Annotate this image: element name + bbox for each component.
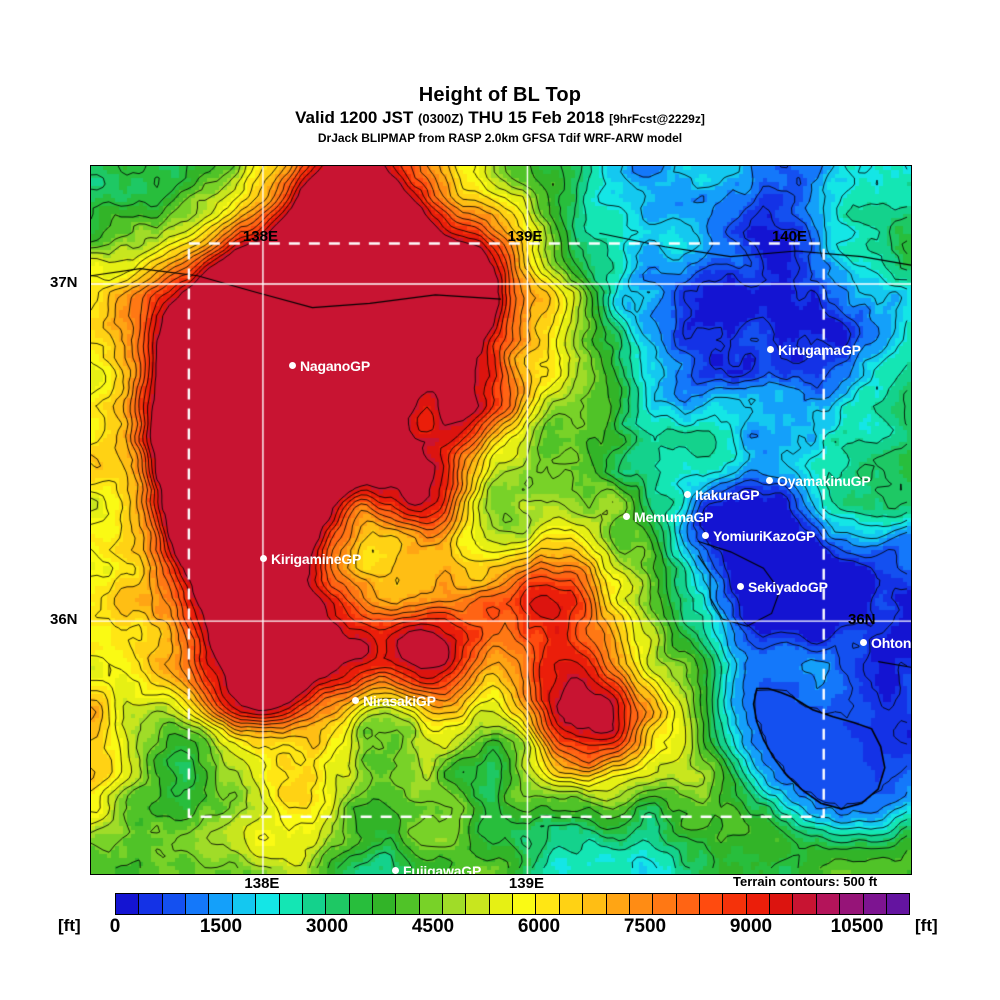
forecast-tag: [9hrFcst@2229z] [609,112,705,126]
colorbar-tick-label: 7500 [623,916,667,937]
model-line: DrJack BLIPMAP from RASP 2.0km GFSA Tdif… [317,131,683,145]
map-panel[interactable]: 138E 139E 140E NaganoGP KirugamaGP OyamakinuG… [90,165,912,875]
valid-date: THU 15 Feb 2018 [468,108,605,127]
colorbar-tick-label: 3000 [305,916,349,937]
colorbar-unit-left: [ft] [58,916,81,935]
colorbar-swatch [419,894,444,914]
colorbar-unit-right: [ft] [915,916,938,935]
colorbar-swatch [699,894,724,914]
colorbar-swatch [186,894,210,914]
colorbar-swatch [723,894,747,914]
colorbar-swatch [279,894,303,914]
colorbar-tick-label: 4500 [411,916,455,937]
title-block: Height of BL Top Valid 1200 JST (0300Z) … [0,84,1000,146]
colorbar-swatch [676,894,700,914]
colorbar-swatch [489,894,514,914]
colorbar-swatch [746,894,771,914]
colorbar-swatch [372,894,397,914]
colorbar-tick-label: 1500 [199,916,243,937]
colorbar-swatch [139,894,163,914]
lon-label-bottom: 138E [244,875,280,892]
colorbar-tick-label: 0 [109,916,121,937]
colorbar-swatch [863,894,887,914]
colorbar-tick-label: 9000 [729,916,773,937]
lon-label-top: 138E [242,227,278,245]
colorbar-swatch [396,894,420,914]
colorbar-tick-label: 10500 [830,916,884,937]
page-title: Height of BL Top [418,84,582,106]
lat-label-left: 36N [50,611,78,629]
lat-label-right: 36N [848,611,876,629]
colorbar-swatch [886,894,910,914]
colorbar-swatch [583,894,607,914]
valid-prefix: Valid 1200 JST [295,108,414,127]
colorbar-swatch [629,894,654,914]
colorbar-swatch [162,894,187,914]
lon-label-bottom: 139E [508,875,544,892]
colorbar-swatch [209,894,233,914]
colorbar-swatch [232,894,257,914]
terrain-contour-note: Terrain contours: 500 ft [733,874,878,889]
colorbar-swatch [653,894,677,914]
colorbar-swatch [840,894,864,914]
valid-utc: (0300Z) [418,111,464,126]
colorbar-swatch [466,894,490,914]
colorbar-swatch [606,894,630,914]
colorbar-swatch [816,894,841,914]
colorbar-panel: [ft] [ft] 0 1500 3000 4500 6000 7500 9000 10500 [0,888,1000,948]
colorbar[interactable] [115,893,910,915]
lon-label-top: 139E [507,227,543,245]
colorbar-swatch [513,894,537,914]
colorbar-swatch [326,894,350,914]
colorbar-swatch [559,894,584,914]
colorbar-swatch [536,894,560,914]
valid-time-line: Valid 1200 JST (0300Z) THU 15 Feb 2018 [… [0,107,1000,130]
lon-label-top: 140E [771,227,807,245]
lat-label-left: 37N [50,274,78,291]
colorbar-swatch [302,894,327,914]
colorbar-swatch [793,894,817,914]
contour-and-graticule-overlay [91,166,911,874]
colorbar-tick-label: 6000 [517,916,561,937]
colorbar-swatch [349,894,373,914]
colorbar-swatch [116,894,140,914]
colorbar-swatch [770,894,794,914]
colorbar-swatch [256,894,280,914]
colorbar-swatch [443,894,467,914]
